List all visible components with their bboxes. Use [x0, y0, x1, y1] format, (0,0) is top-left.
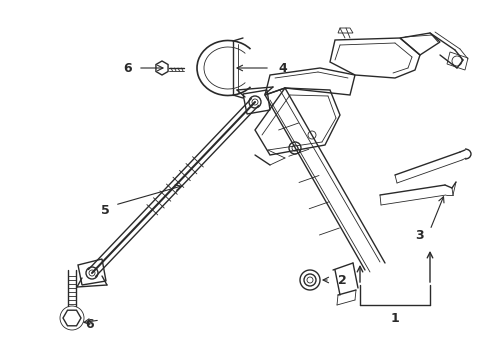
Text: 3: 3 [415, 229, 424, 242]
Text: 5: 5 [101, 203, 109, 216]
Text: 1: 1 [390, 311, 399, 324]
Text: 4: 4 [278, 62, 286, 75]
Text: 6: 6 [123, 62, 132, 75]
Text: 6: 6 [85, 319, 94, 332]
Text: 2: 2 [337, 274, 346, 287]
